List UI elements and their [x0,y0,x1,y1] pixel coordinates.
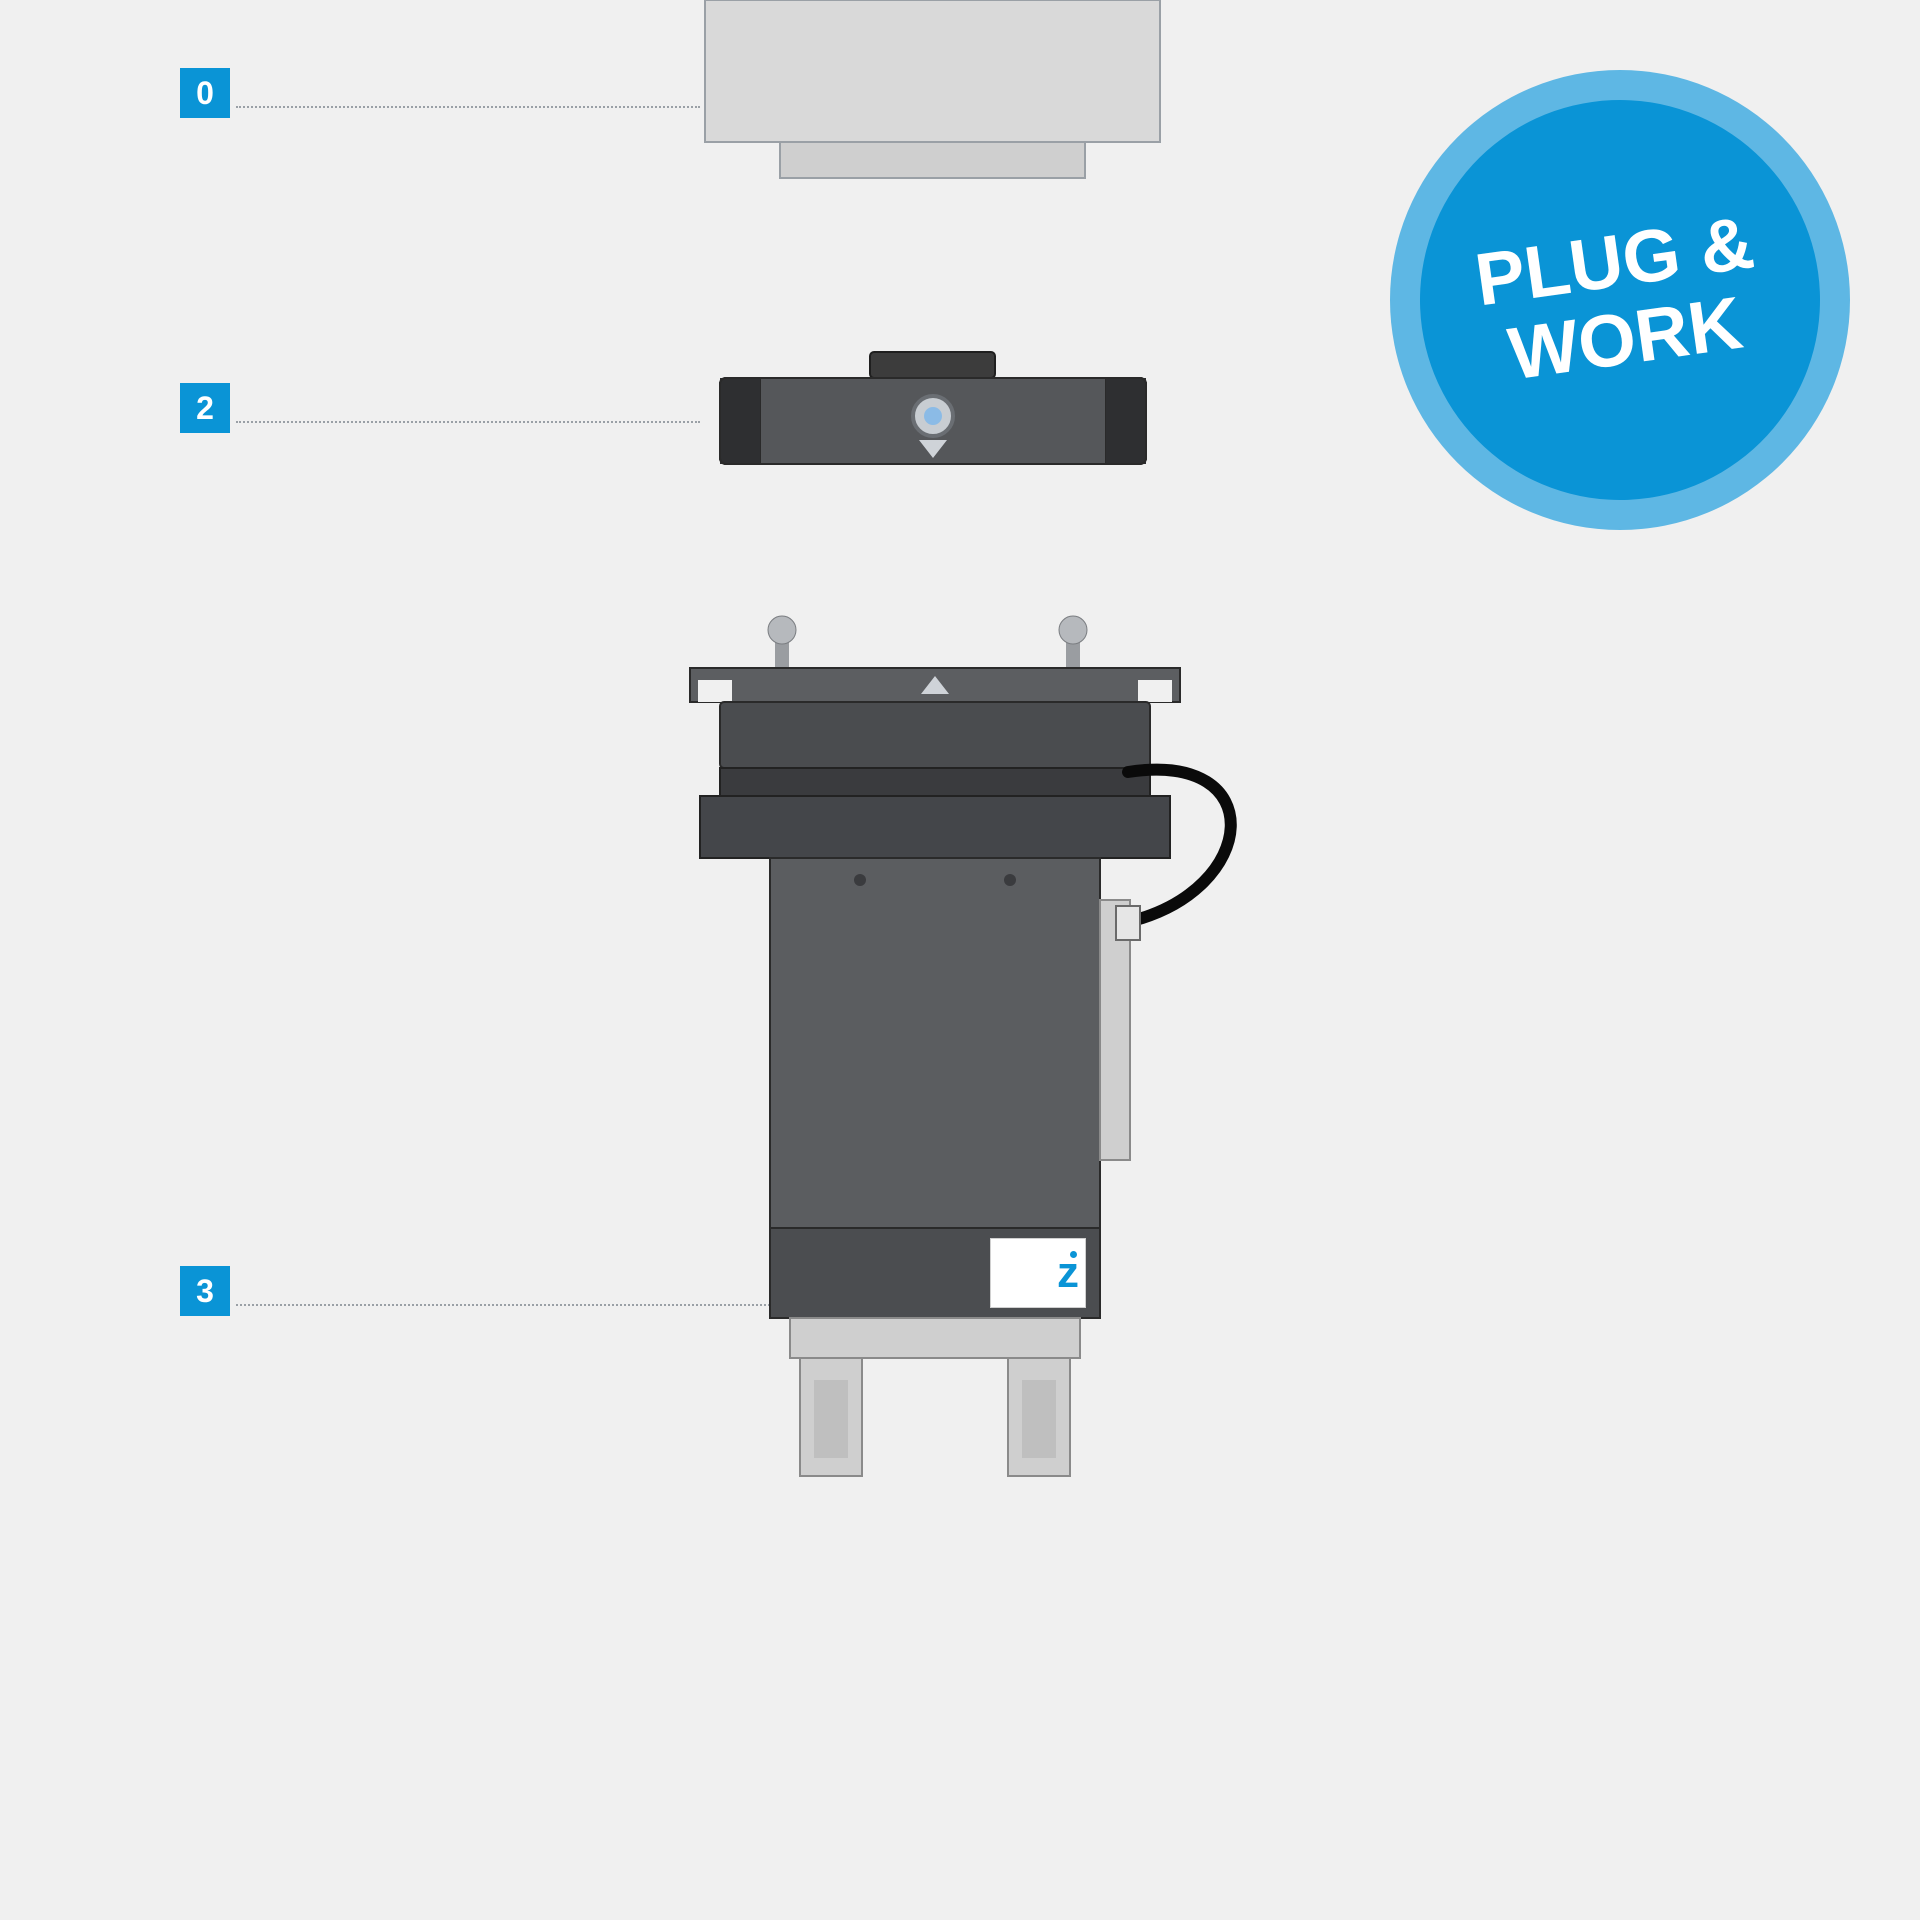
components-svg [0,0,1920,1920]
part-3-gripper [690,616,1231,1476]
part-0-flange [705,0,1160,178]
diagram-canvas: 0 2 3 PLUG & WORK [0,0,1920,1920]
brand-logo-dot-icon [1070,1251,1077,1258]
brand-logo: z [990,1238,1086,1308]
part-2-adapter [720,352,1146,464]
